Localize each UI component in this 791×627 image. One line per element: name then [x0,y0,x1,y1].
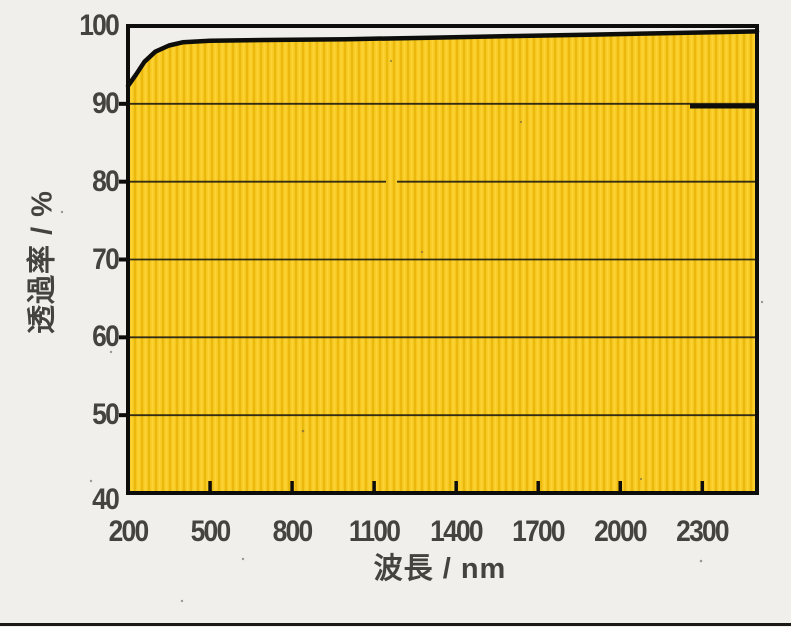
transmittance-curve [125,29,760,89]
gridlines [128,102,757,417]
area-fill [128,31,757,494]
scan-edge-line [0,623,791,626]
x-tick-label: 2300 [676,515,729,548]
y-tick-label: 100 [79,9,120,42]
x-tick-label: 500 [190,515,232,548]
y-tick-label: 70 [92,242,120,276]
scan-artifact-thick-gridline [690,104,757,109]
x-tick-label: 1400 [430,515,483,548]
x-axis-title: 波長 / nm [373,553,507,585]
x-tick-label: 200 [108,515,150,548]
y-axis-title: 透過率 / % [26,190,59,334]
paper-speckles [60,59,764,603]
axis-ticks [119,101,705,491]
x-tick-label: 1700 [512,515,565,548]
x-tick-label: 2000 [594,515,647,548]
y-tick-label: 80 [92,164,120,198]
x-tick-label: 1100 [349,515,401,548]
y-tick-label: 90 [92,86,120,120]
x-tick-label: 800 [272,515,314,548]
y-tick-label: 50 [92,398,120,432]
y-tick-label: 60 [92,320,120,354]
y-tick-label: 40 [92,483,120,516]
